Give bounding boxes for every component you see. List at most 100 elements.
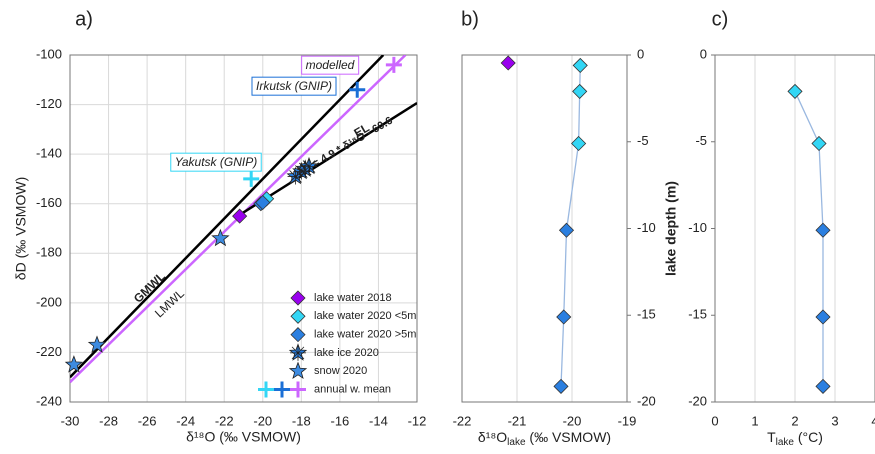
y-tick-label: -100 bbox=[36, 46, 62, 61]
diamond-marker bbox=[553, 378, 569, 394]
y-tick-label: 0 bbox=[637, 46, 644, 61]
plus-marker bbox=[349, 81, 366, 98]
star-marker bbox=[211, 228, 230, 247]
star-marker bbox=[87, 335, 107, 353]
y-tick-label: -5 bbox=[637, 133, 649, 148]
panel-label: a) bbox=[75, 8, 93, 30]
y-tick-label: -160 bbox=[36, 195, 62, 210]
asterisk-marker bbox=[286, 166, 305, 185]
annotation-label: modelled bbox=[306, 58, 355, 72]
y-tick-label: -120 bbox=[36, 96, 62, 111]
y-tick-label: -15 bbox=[637, 307, 656, 322]
diamond-marker bbox=[232, 208, 248, 224]
legend-label: snow 2020 bbox=[314, 365, 367, 377]
x-tick-label: -26 bbox=[138, 413, 157, 428]
plus-marker bbox=[385, 56, 402, 73]
x-tick-label: -19 bbox=[618, 413, 637, 428]
y-axis-label: δD (‰ VSMOW) bbox=[13, 177, 29, 280]
asterisk-marker bbox=[299, 156, 319, 175]
diamond-marker bbox=[815, 222, 831, 238]
annotation-box bbox=[301, 55, 360, 75]
reference-line bbox=[70, 55, 385, 379]
x-tick-label: -24 bbox=[176, 413, 195, 428]
y-axis-label: lake depth (m) bbox=[663, 181, 679, 276]
x-axis-label-part: lake bbox=[776, 437, 795, 448]
y-tick-label: -180 bbox=[36, 245, 62, 260]
y-tick-label: -20 bbox=[688, 393, 707, 408]
x-tick-label: -20 bbox=[563, 413, 582, 428]
diamond-marker bbox=[787, 83, 803, 100]
diamond-marker bbox=[290, 290, 306, 306]
diamond-marker bbox=[572, 83, 588, 100]
x-tick-label: 1 bbox=[751, 413, 758, 428]
y-tick-label: -140 bbox=[36, 146, 62, 161]
x-tick-label: 4 bbox=[871, 413, 875, 428]
diamond-marker bbox=[571, 135, 587, 152]
x-tick-label: -16 bbox=[330, 413, 349, 428]
plot-area bbox=[794, 91, 824, 387]
diamond-marker bbox=[558, 222, 575, 238]
plot-frame bbox=[69, 54, 418, 403]
panel-label: b) bbox=[461, 8, 479, 30]
y-tick-label: -5 bbox=[695, 133, 707, 148]
line-label: EL bbox=[351, 120, 371, 140]
x-axis-label: Tlake (°C) bbox=[767, 429, 823, 448]
x-tick-label: -18 bbox=[292, 413, 311, 428]
legend-label: lake ice 2020 bbox=[314, 347, 379, 359]
x-tick-label: -20 bbox=[253, 413, 272, 428]
y-tick-label: -240 bbox=[36, 393, 62, 408]
x-tick-label: -14 bbox=[369, 413, 388, 428]
annotation-box bbox=[170, 152, 262, 172]
y-tick-label: -10 bbox=[637, 220, 656, 235]
legend-label: lake water 2018 bbox=[314, 292, 392, 304]
star-marker bbox=[288, 361, 308, 380]
x-axis-label-part: T bbox=[767, 429, 776, 445]
x-axis-label-part: δ¹⁸O bbox=[478, 429, 507, 445]
annotation-label: Irkutsk (GNIP) bbox=[256, 79, 332, 93]
diamond-marker bbox=[815, 378, 831, 394]
plus-marker bbox=[274, 381, 290, 398]
legend-label: lake water 2020 <5m bbox=[314, 310, 416, 322]
y-tick-label: -10 bbox=[688, 220, 707, 235]
x-tick-label: -12 bbox=[408, 413, 427, 428]
star-marker bbox=[64, 355, 83, 373]
x-tick-label: -30 bbox=[61, 413, 80, 428]
diamond-marker bbox=[290, 327, 306, 343]
y-tick-label: 0 bbox=[700, 46, 707, 61]
y-tick-label: -15 bbox=[688, 307, 707, 322]
x-tick-label: -22 bbox=[453, 413, 472, 428]
plus-marker bbox=[258, 381, 274, 398]
plot-frame bbox=[714, 54, 875, 403]
diamond-marker bbox=[290, 308, 306, 324]
plus-marker bbox=[243, 170, 260, 187]
x-axis-label-part: (°C) bbox=[794, 429, 823, 445]
diamond-marker bbox=[811, 135, 827, 152]
x-tick-label: -21 bbox=[508, 413, 527, 428]
plus-marker bbox=[290, 381, 306, 398]
x-tick-label: 3 bbox=[831, 413, 838, 428]
diamond-marker bbox=[556, 309, 572, 325]
x-axis-label-part: (‰ VSMOW) bbox=[526, 429, 612, 445]
panel-label: c) bbox=[712, 8, 729, 30]
x-tick-label: -28 bbox=[99, 413, 118, 428]
diamond-marker bbox=[815, 309, 831, 325]
diamond-marker bbox=[255, 194, 271, 211]
legend-label: lake water 2020 >5m bbox=[314, 329, 416, 341]
annotation-box bbox=[251, 76, 337, 96]
x-axis-label-part: lake bbox=[507, 437, 526, 448]
x-tick-label: -22 bbox=[215, 413, 234, 428]
annotation-label: Yakutsk (GNIP) bbox=[175, 155, 257, 169]
diamond-marker bbox=[572, 57, 588, 73]
diamond-marker bbox=[500, 55, 516, 71]
x-axis-label: δ¹⁸Olake (‰ VSMOW) bbox=[478, 429, 611, 448]
x-tick-label: 2 bbox=[791, 413, 798, 428]
connecting-line bbox=[794, 91, 824, 387]
x-axis-label: δ¹⁸O (‰ VSMOW) bbox=[186, 429, 301, 445]
y-tick-label: -20 bbox=[637, 393, 656, 408]
x-tick-label: 0 bbox=[711, 413, 718, 428]
legend-label: annual w. mean bbox=[314, 383, 391, 395]
plot-frame bbox=[461, 54, 628, 403]
y-tick-label: -200 bbox=[36, 294, 62, 309]
y-tick-label: -220 bbox=[36, 344, 62, 359]
